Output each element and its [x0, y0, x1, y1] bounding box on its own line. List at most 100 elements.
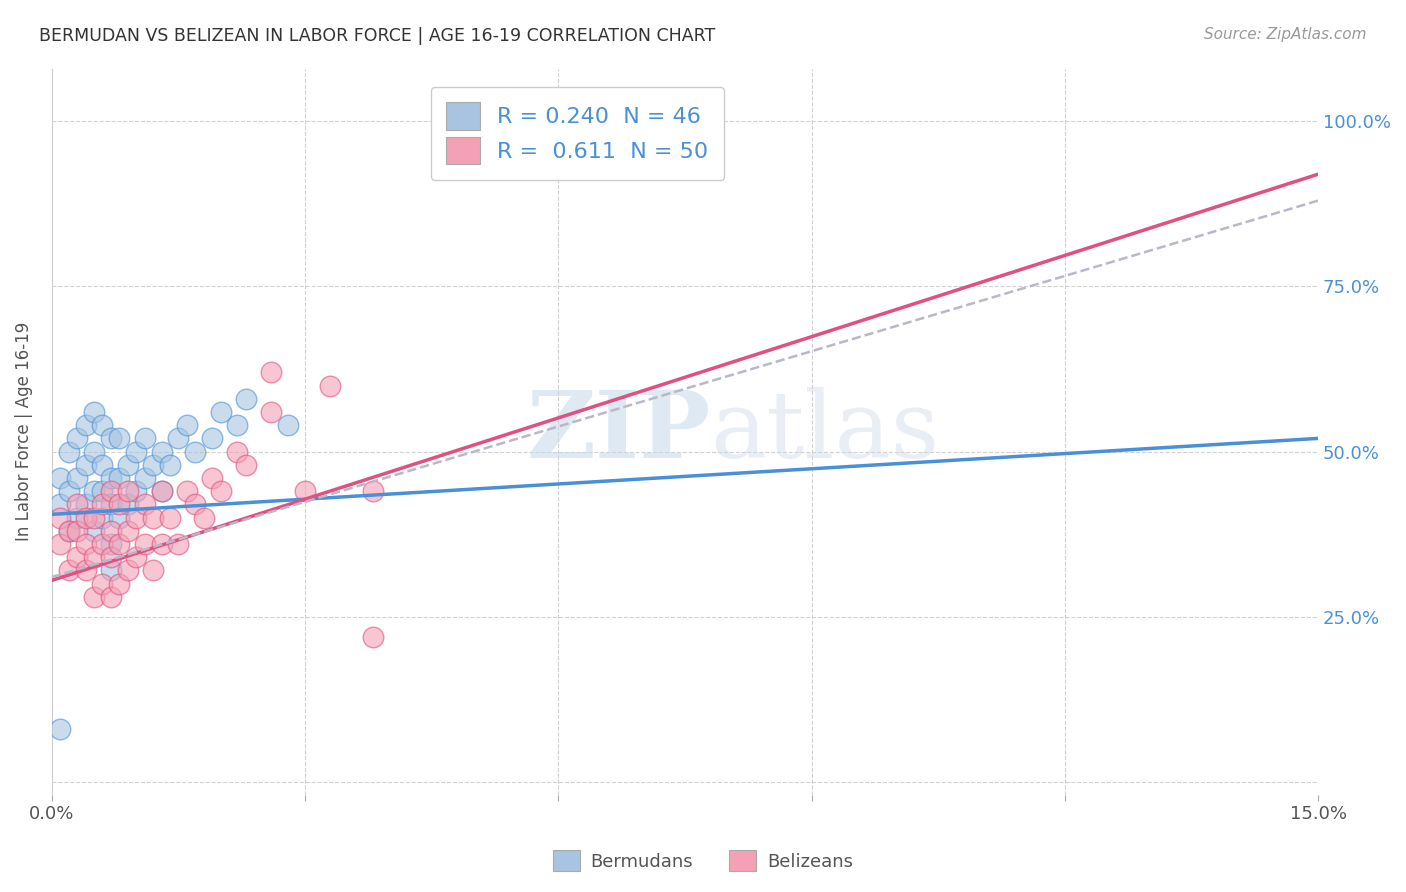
Legend: Bermudans, Belizeans: Bermudans, Belizeans: [546, 843, 860, 879]
Y-axis label: In Labor Force | Age 16-19: In Labor Force | Age 16-19: [15, 322, 32, 541]
Point: [159, 510, 181, 524]
Point: [176, 418, 198, 433]
Point: [108, 537, 131, 551]
Point: [167, 431, 190, 445]
Point: [83, 444, 105, 458]
Point: [91, 458, 114, 472]
Point: [83, 510, 105, 524]
Point: [260, 365, 283, 379]
Text: Source: ZipAtlas.com: Source: ZipAtlas.com: [1204, 27, 1367, 42]
Point: [226, 444, 249, 458]
Point: [235, 392, 257, 406]
Point: [159, 458, 181, 472]
Text: BERMUDAN VS BELIZEAN IN LABOR FORCE | AGE 16-19 CORRELATION CHART: BERMUDAN VS BELIZEAN IN LABOR FORCE | AG…: [39, 27, 716, 45]
Point: [49, 722, 72, 736]
Point: [134, 471, 156, 485]
Point: [201, 471, 224, 485]
Point: [66, 471, 89, 485]
Point: [75, 498, 97, 512]
Point: [142, 510, 165, 524]
Point: [83, 524, 105, 538]
Point: [150, 444, 173, 458]
Point: [66, 510, 89, 524]
Point: [49, 498, 72, 512]
Point: [49, 537, 72, 551]
Point: [117, 498, 139, 512]
Point: [83, 590, 105, 604]
Point: [100, 431, 122, 445]
Point: [75, 537, 97, 551]
Point: [75, 418, 97, 433]
Point: [100, 471, 122, 485]
Point: [125, 550, 148, 565]
Point: [150, 484, 173, 499]
Point: [100, 550, 122, 565]
Text: ZIP: ZIP: [526, 387, 710, 477]
Point: [201, 431, 224, 445]
Point: [91, 498, 114, 512]
Point: [108, 576, 131, 591]
Point: [100, 564, 122, 578]
Point: [176, 484, 198, 499]
Point: [125, 444, 148, 458]
Point: [58, 564, 80, 578]
Point: [134, 498, 156, 512]
Point: [91, 576, 114, 591]
Point: [209, 405, 232, 419]
Point: [361, 484, 384, 499]
Point: [235, 458, 257, 472]
Point: [142, 564, 165, 578]
Point: [100, 590, 122, 604]
Point: [91, 418, 114, 433]
Point: [226, 418, 249, 433]
Point: [294, 484, 316, 499]
Point: [91, 484, 114, 499]
Point: [260, 405, 283, 419]
Point: [209, 484, 232, 499]
Point: [58, 524, 80, 538]
Point: [100, 498, 122, 512]
Point: [117, 484, 139, 499]
Point: [117, 524, 139, 538]
Point: [75, 458, 97, 472]
Point: [66, 498, 89, 512]
Point: [505, 141, 527, 155]
Text: atlas: atlas: [710, 387, 939, 477]
Point: [58, 444, 80, 458]
Point: [125, 484, 148, 499]
Point: [91, 537, 114, 551]
Point: [117, 458, 139, 472]
Point: [361, 630, 384, 644]
Point: [75, 510, 97, 524]
Point: [108, 498, 131, 512]
Point: [125, 510, 148, 524]
Point: [100, 484, 122, 499]
Point: [108, 431, 131, 445]
Point: [66, 550, 89, 565]
Legend: R = 0.240  N = 46, R =  0.611  N = 50: R = 0.240 N = 46, R = 0.611 N = 50: [430, 87, 724, 180]
Point: [58, 484, 80, 499]
Point: [193, 510, 215, 524]
Point: [83, 550, 105, 565]
Point: [83, 405, 105, 419]
Point: [117, 564, 139, 578]
Point: [142, 458, 165, 472]
Point: [108, 510, 131, 524]
Point: [184, 498, 207, 512]
Point: [58, 524, 80, 538]
Point: [83, 484, 105, 499]
Point: [49, 471, 72, 485]
Point: [108, 471, 131, 485]
Point: [150, 537, 173, 551]
Point: [91, 510, 114, 524]
Point: [134, 537, 156, 551]
Point: [100, 537, 122, 551]
Point: [167, 537, 190, 551]
Point: [49, 510, 72, 524]
Point: [75, 564, 97, 578]
Point: [150, 484, 173, 499]
Point: [66, 431, 89, 445]
Point: [100, 524, 122, 538]
Point: [319, 378, 342, 392]
Point: [134, 431, 156, 445]
